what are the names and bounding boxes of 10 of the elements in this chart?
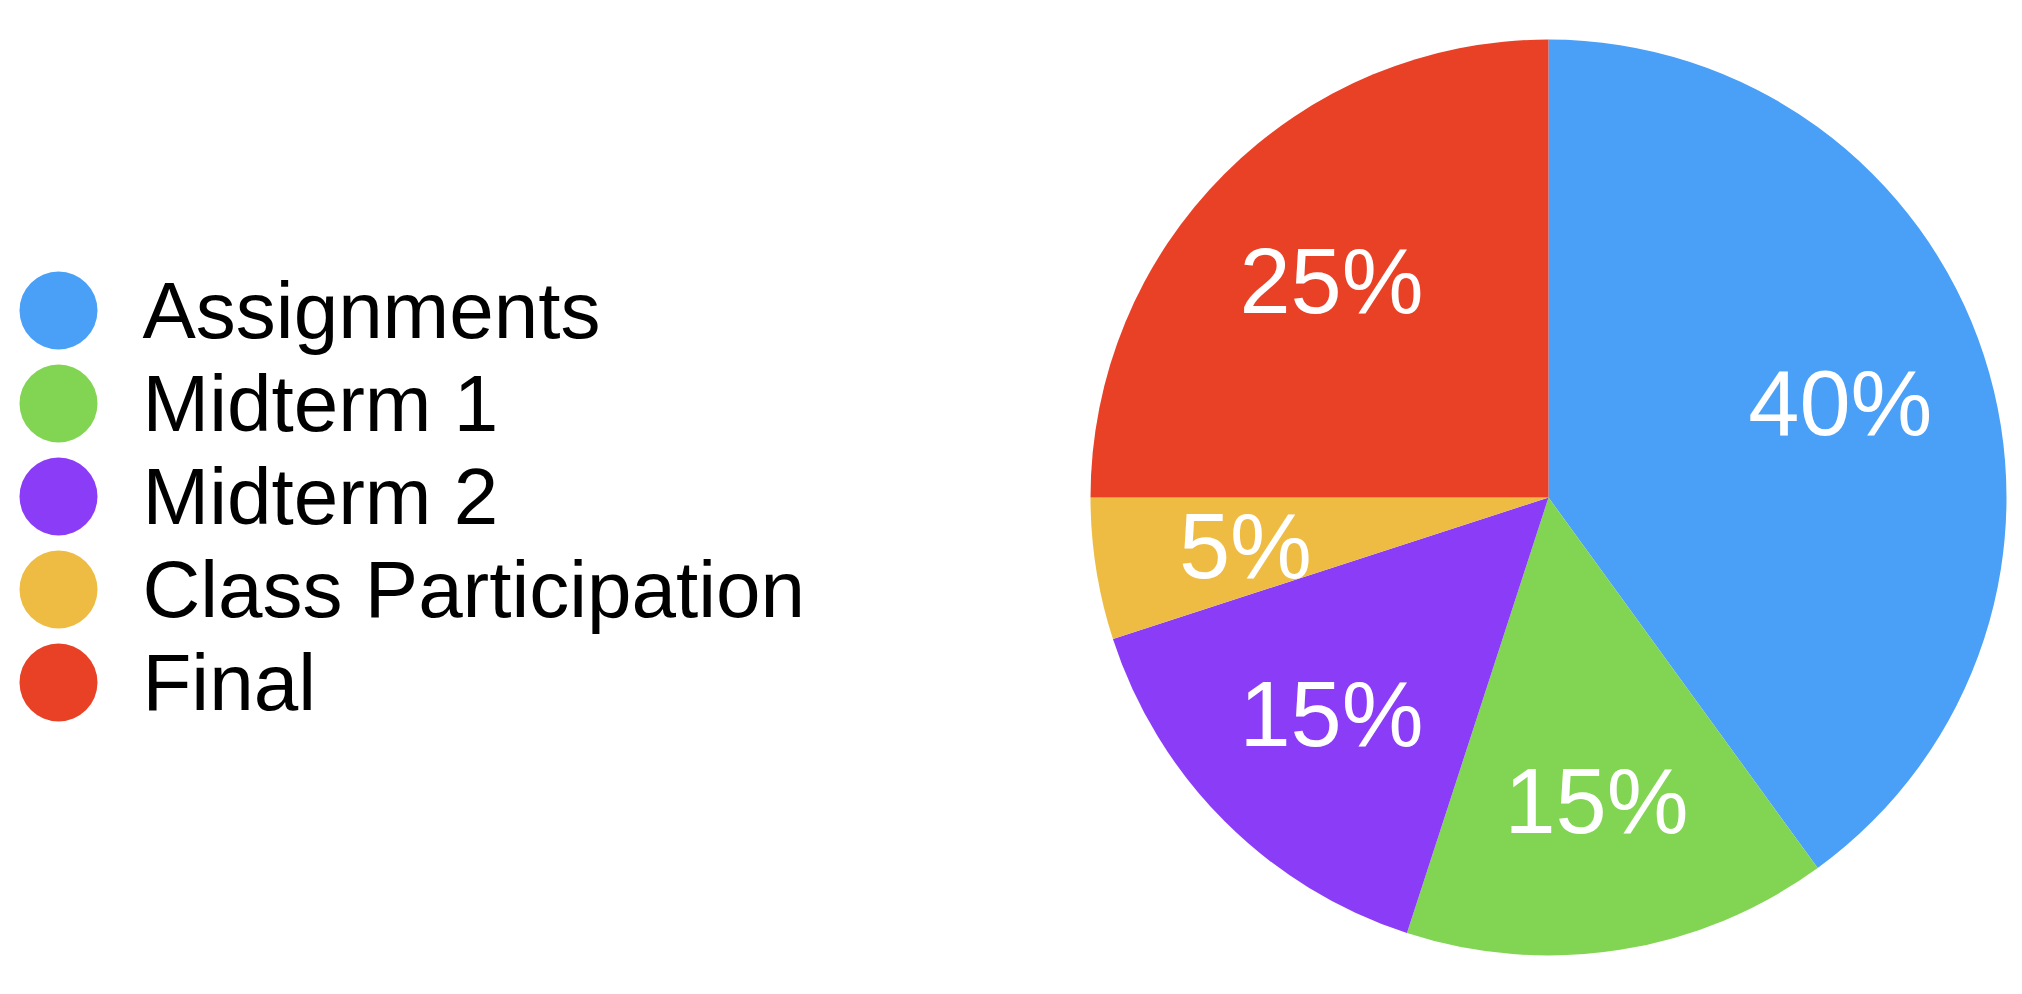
data-label: 15% [1239, 663, 1424, 766]
data-label: 25% [1239, 229, 1424, 332]
legend-label: Midterm 2 [142, 452, 499, 541]
legend-label: Midterm 1 [142, 359, 499, 448]
data-label: 40% [1748, 351, 1933, 454]
data-label: 5% [1178, 494, 1312, 597]
legend-label: Class Participation [142, 545, 805, 634]
legend-label: Assignments [142, 266, 601, 355]
legend-label: Final [142, 638, 316, 727]
data-label: 15% [1504, 749, 1689, 852]
